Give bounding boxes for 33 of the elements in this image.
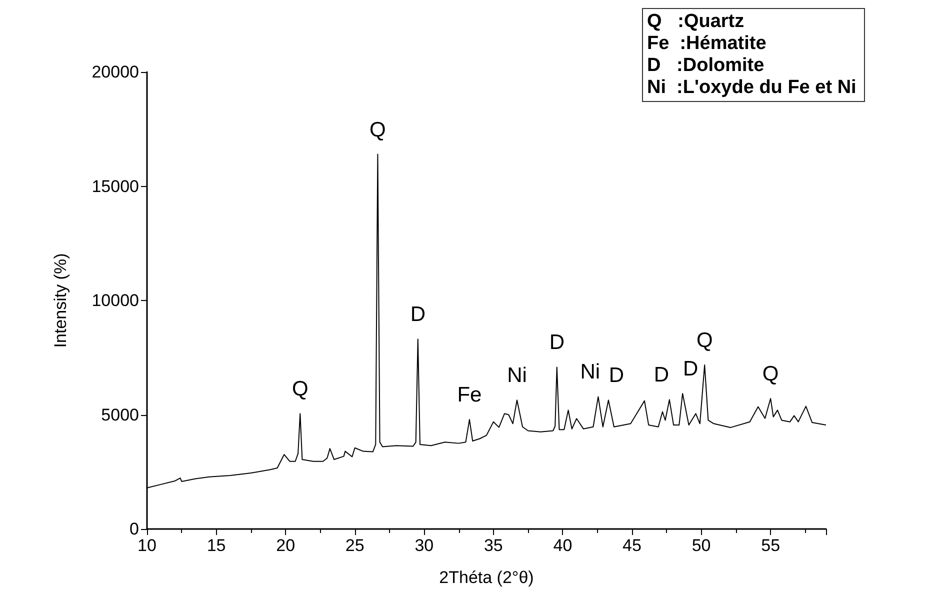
annotation: Q <box>292 378 308 401</box>
text: Fe :Hématite <box>647 33 768 55</box>
y-tick-label: 15000 <box>92 176 139 196</box>
x-tick-label: 25 <box>345 536 364 555</box>
annotation: Q <box>696 328 713 352</box>
x-tick-label: 35 <box>484 536 503 555</box>
x-tick-label: 10 <box>138 536 156 555</box>
x-axis-title: 2Théta (2°θ) <box>439 568 534 587</box>
annotation: Q <box>370 118 386 142</box>
y-tick-label: 20000 <box>92 62 139 82</box>
y-tick-label: 10000 <box>92 291 139 310</box>
annotation: Q <box>762 362 779 386</box>
annotation: D <box>682 358 698 380</box>
x-tick-label: 55 <box>761 536 780 555</box>
annotation: D <box>549 331 564 354</box>
annotation: Fe <box>457 384 482 407</box>
y-tick-label: 5000 <box>101 405 139 424</box>
annotation: Ni <box>507 364 527 388</box>
y-tick-label: 0 <box>130 520 139 538</box>
x-tick-label: 50 <box>692 536 711 555</box>
x-tick-label: 20 <box>276 536 296 555</box>
annotation: Ni :L'oxyde du Fe et Ni <box>647 77 856 99</box>
annotation: D <box>654 364 669 387</box>
x-tick-label: 45 <box>622 536 642 555</box>
annotation: D :Dolomite <box>647 55 766 77</box>
annotation: Ni <box>580 360 600 384</box>
x-tick-label: 15 <box>206 536 226 555</box>
annotation: D <box>608 364 624 388</box>
annotation: D <box>410 303 426 326</box>
text: Q :Quartz <box>647 11 746 33</box>
x-tick-label: 40 <box>553 536 572 555</box>
x-tick-label: 30 <box>414 536 434 555</box>
y-axis-title: Intensity (%) <box>51 253 70 348</box>
